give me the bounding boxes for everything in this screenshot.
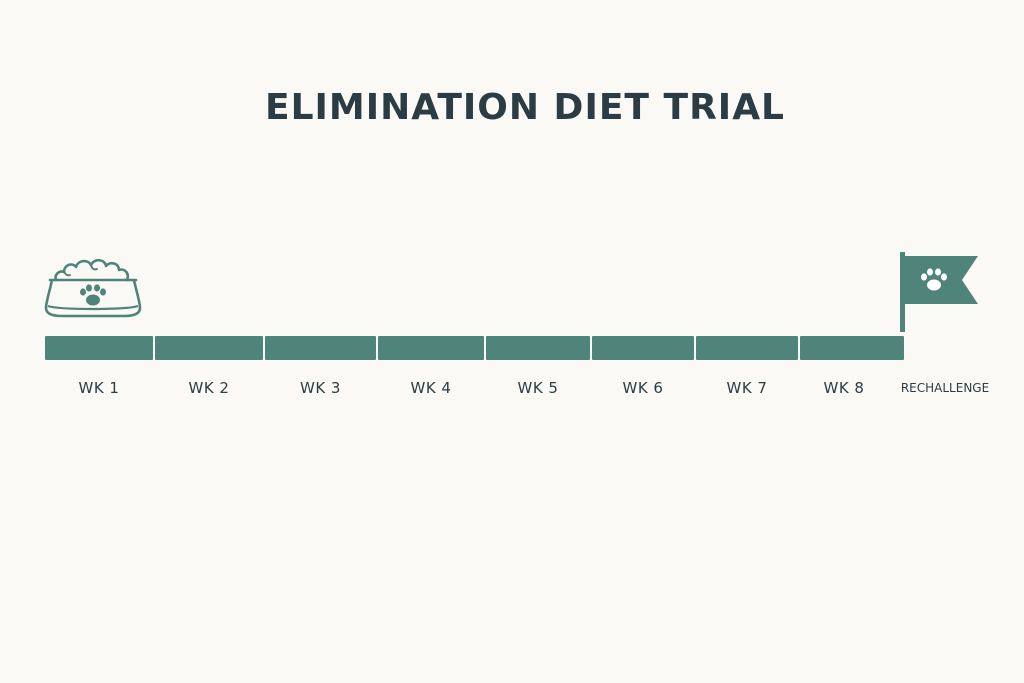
timeline-segment-wk6 bbox=[592, 336, 694, 360]
timeline-bar bbox=[0, 334, 1024, 364]
stage-label-wk6: WK 6 bbox=[622, 379, 664, 397]
timeline-segment-wk8 bbox=[800, 336, 904, 360]
stage-label-wk7: WK 7 bbox=[726, 379, 768, 397]
timeline-segment-wk3 bbox=[265, 336, 376, 360]
timeline-segment-wk1 bbox=[45, 336, 153, 360]
stage-label-wk8: WK 8 bbox=[823, 379, 865, 397]
paw-flag-icon bbox=[900, 252, 978, 332]
stage-label-wk2: WK 2 bbox=[188, 379, 230, 397]
timeline-segment-wk7 bbox=[696, 336, 798, 360]
stage-label-wk1: WK 1 bbox=[78, 379, 120, 397]
timeline-segment-wk5 bbox=[486, 336, 590, 360]
timeline-segment-wk4 bbox=[378, 336, 484, 360]
stage-label-wk5: WK 5 bbox=[517, 379, 559, 397]
stage-label-rechallenge: RECHALLENGE bbox=[900, 381, 990, 395]
timeline-segment-wk2 bbox=[155, 336, 263, 360]
food-bowl-paw-icon bbox=[44, 258, 142, 318]
stage-label-wk4: WK 4 bbox=[410, 379, 452, 397]
stage-label-wk3: WK 3 bbox=[300, 379, 341, 397]
diagram-title: ELIMINATION DIET TRIAL bbox=[265, 87, 785, 128]
